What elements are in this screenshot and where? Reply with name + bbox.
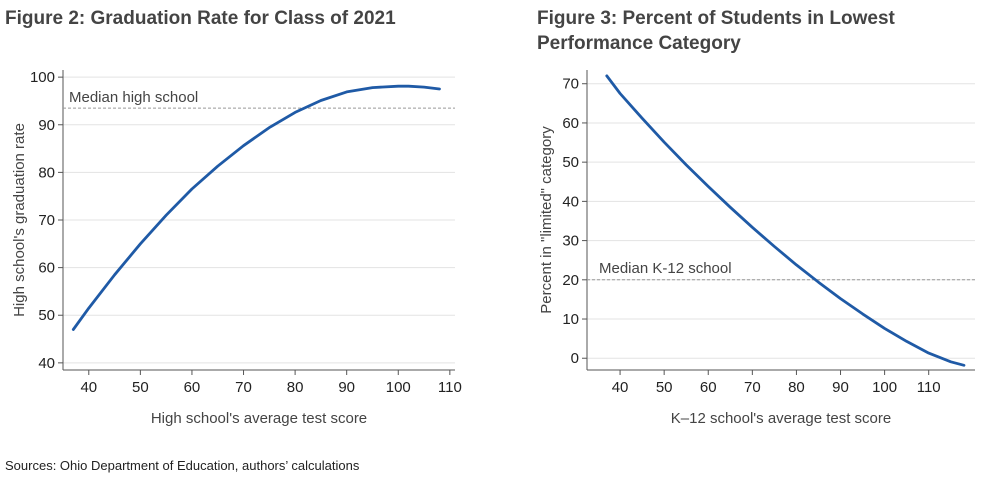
figure-3-title: Figure 3: Percent of Students in Lowest … xyxy=(537,8,895,54)
y-tick-label: 20 xyxy=(562,272,579,289)
y-tick-label: 50 xyxy=(562,154,579,171)
y-tick-label: 100 xyxy=(30,69,55,86)
y-axis-label: High school's graduation rate xyxy=(11,123,28,317)
x-axis-label: High school's average test score xyxy=(151,410,367,427)
y-tick-label: 70 xyxy=(562,76,579,93)
y-tick-label: 50 xyxy=(38,307,55,324)
y-tick-label: 0 xyxy=(571,350,579,367)
x-tick-label: 50 xyxy=(656,379,673,396)
x-tick-label: 70 xyxy=(744,379,761,396)
x-tick-label: 40 xyxy=(80,379,97,396)
x-tick-label: 80 xyxy=(788,379,805,396)
series-line xyxy=(71,84,441,331)
x-tick-label: 110 xyxy=(438,379,462,396)
y-tick-label: 80 xyxy=(38,164,55,181)
chart-3: 0 10 20 30 40 50 60 70 40 50 60 70 80 90 100 110 Median … xyxy=(538,70,975,427)
y-axis-label: Percent in "limited" category xyxy=(538,126,555,314)
x-tick-label: 60 xyxy=(700,379,717,396)
chart-2: 40 50 60 70 80 90 100 40 50 60 70 80 90 100 110 Median … xyxy=(11,69,462,427)
x-tick-label: 100 xyxy=(872,379,897,396)
y-tick-label: 60 xyxy=(38,260,55,277)
x-tick-label: 90 xyxy=(338,379,355,396)
x-axis-label: K–12 school's average test score xyxy=(671,410,892,427)
x-tick-label: 100 xyxy=(386,379,411,396)
x-tick-label: 50 xyxy=(132,379,149,396)
series-line xyxy=(605,74,966,367)
x-tick-label: 110 xyxy=(917,379,941,396)
y-tick-label: 10 xyxy=(562,311,579,328)
y-tick-label: 90 xyxy=(38,117,55,134)
y-tick-label: 60 xyxy=(562,115,579,132)
source-note: Sources: Ohio Department of Education, a… xyxy=(5,458,360,473)
figure-2-title: Figure 2: Graduation Rate for Class of 2… xyxy=(5,8,396,29)
x-tick-label: 70 xyxy=(235,379,252,396)
y-tick-label: 40 xyxy=(38,355,55,372)
y-tick-label: 40 xyxy=(562,193,579,210)
x-tick-label: 40 xyxy=(612,379,629,396)
x-tick-label: 80 xyxy=(287,379,304,396)
x-tick-label: 60 xyxy=(184,379,201,396)
y-tick-label: 70 xyxy=(38,212,55,229)
y-tick-label: 30 xyxy=(562,233,579,250)
reference-line-label: Median K-12 school xyxy=(599,260,732,277)
x-tick-label: 90 xyxy=(832,379,849,396)
reference-line-label: Median high school xyxy=(69,89,198,106)
